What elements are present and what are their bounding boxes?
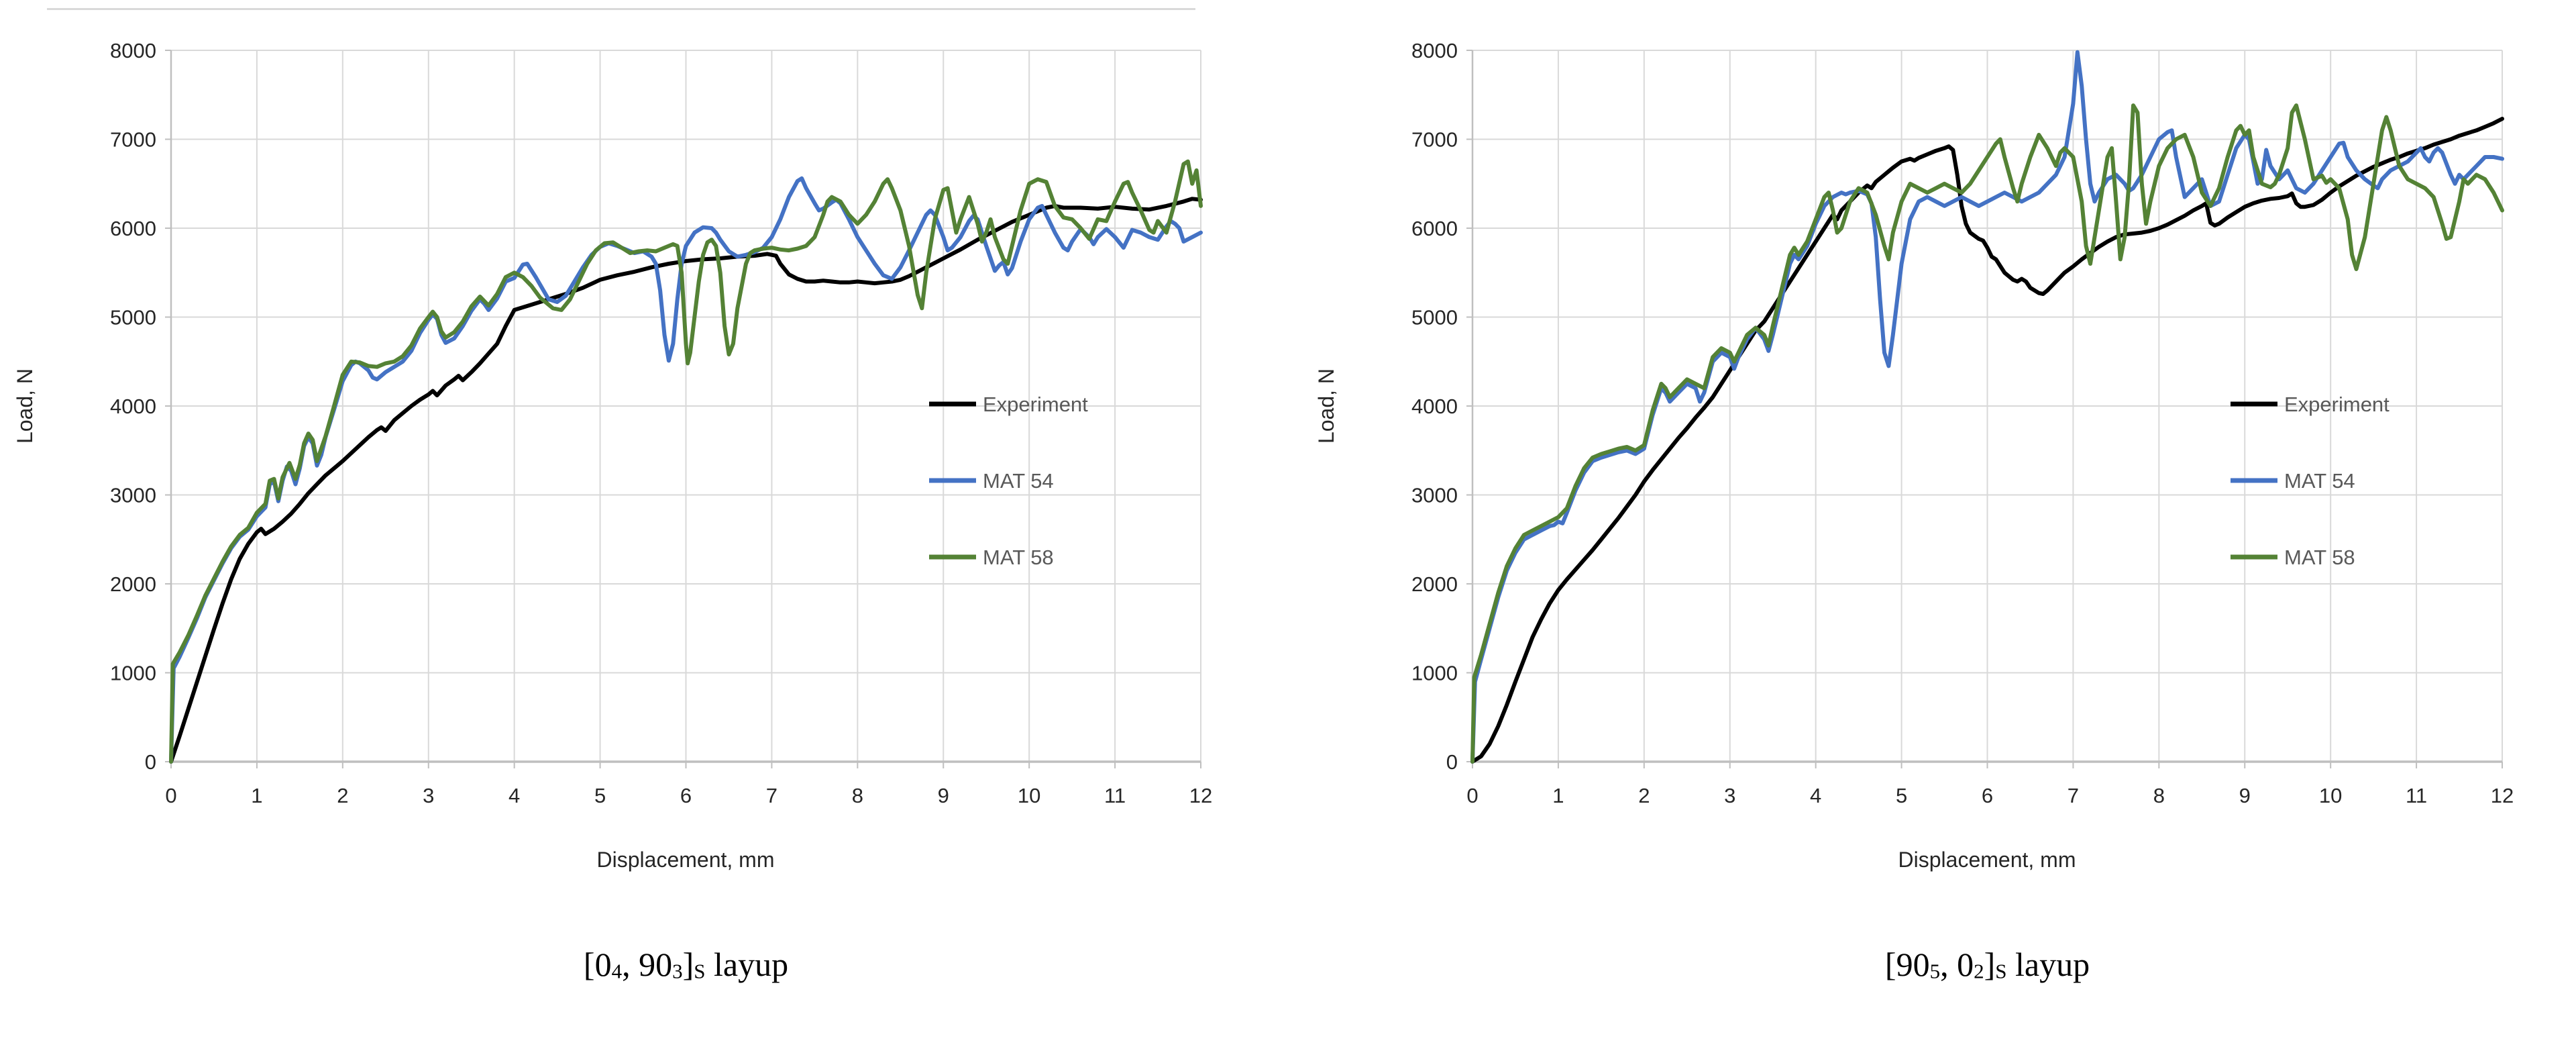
y-tick-label-2000: 2000: [110, 572, 156, 596]
x-tick-label-7: 7: [766, 784, 777, 807]
x-tick-label-7: 7: [2068, 784, 2079, 807]
x-tick-label-11: 11: [1104, 784, 1126, 807]
x-tick-label-6: 6: [680, 784, 692, 807]
right-chart-block: 0 1000 2000 3000 4000 5000 6000 7000 8000 0 1 2 3 4 5 6…: [1301, 0, 2576, 1061]
x-tick-label-9: 9: [938, 784, 949, 807]
x-tick-label-10: 10: [1018, 784, 1040, 807]
caption-text: ]: [1984, 946, 1996, 983]
x-tick-label-0: 0: [165, 784, 176, 807]
x-tick-label-12: 12: [2491, 784, 2514, 807]
caption-text: , 0: [1940, 946, 1974, 983]
x-tick-label-5: 5: [594, 784, 606, 807]
y-axis-title: Load, N: [13, 368, 37, 444]
x-tick-label-1: 1: [1552, 784, 1564, 807]
x-tick-label-4: 4: [1810, 784, 1821, 807]
right-chart-caption: [905, 02]S layup: [1472, 945, 2502, 984]
x-tick-label-4: 4: [508, 784, 520, 807]
caption-subscript: S: [1995, 959, 2007, 983]
x-tick-label-9: 9: [2239, 784, 2251, 807]
caption-text: [0: [583, 946, 612, 983]
y-tick-label-8000: 8000: [1411, 39, 1458, 62]
y-tick-label-0: 0: [1446, 750, 1458, 774]
legend-label-experiment: Experiment: [2284, 393, 2390, 416]
y-tick-label-3000: 3000: [110, 484, 156, 507]
series-line-mat-58: [169, 159, 1203, 764]
x-tick-label-11: 11: [2406, 784, 2427, 807]
caption-text: layup: [2006, 946, 2090, 983]
caption-subscript: 3: [672, 959, 683, 983]
y-tick-label-6000: 6000: [110, 217, 156, 240]
y-tick-label-8000: 8000: [110, 39, 156, 62]
series-line-experiment: [169, 197, 1203, 764]
legend-label-mat-58: MAT 58: [2284, 546, 2355, 569]
x-tick-label-5: 5: [1896, 784, 1907, 807]
y-tick-label-5000: 5000: [110, 306, 156, 330]
x-tick-label-6: 6: [1982, 784, 1993, 807]
x-tick-label-2: 2: [1638, 784, 1650, 807]
x-tick-label-12: 12: [1189, 784, 1212, 807]
x-tick-label-3: 3: [1724, 784, 1735, 807]
caption-text: layup: [705, 946, 789, 983]
x-tick-label-8: 8: [2153, 784, 2165, 807]
caption-subscript: 4: [611, 959, 623, 983]
caption-subscript: 2: [1974, 959, 1984, 983]
left-chart-caption: [04, 903]S layup: [171, 945, 1201, 984]
y-tick-label-4000: 4000: [110, 395, 156, 418]
x-axis-title: Displacement, mm: [597, 848, 775, 872]
legend-label-mat-54: MAT 54: [983, 469, 1054, 493]
caption-text: [90: [1884, 946, 1930, 983]
caption-subscript: 5: [1929, 959, 1941, 983]
y-tick-label-2000: 2000: [1411, 572, 1458, 596]
x-axis-title: Displacement, mm: [1898, 848, 2076, 872]
legend-label-experiment: Experiment: [983, 393, 1088, 416]
legend-label-mat-58: MAT 58: [983, 546, 1054, 569]
caption-text: ]: [682, 946, 694, 983]
y-tick-label-5000: 5000: [1411, 306, 1458, 330]
x-tick-label-0: 0: [1466, 784, 1478, 807]
top-rule-line: [47, 8, 1195, 10]
x-tick-label-10: 10: [2319, 784, 2342, 807]
y-axis-title: Load, N: [1314, 368, 1338, 444]
legend-label-mat-54: MAT 54: [2284, 469, 2355, 493]
left-chart-block: 0 1000 2000 3000 4000 5000 6000 7000 8000 0 1 2 3 4 5 6…: [0, 0, 1275, 1061]
y-tick-label-4000: 4000: [1411, 395, 1458, 418]
y-tick-label-1000: 1000: [110, 662, 156, 685]
caption-text: , 90: [622, 946, 673, 983]
x-tick-label-1: 1: [251, 784, 262, 807]
y-tick-label-1000: 1000: [1411, 662, 1458, 685]
y-tick-label-7000: 7000: [110, 128, 156, 152]
x-tick-label-8: 8: [852, 784, 863, 807]
y-tick-label-0: 0: [145, 750, 156, 774]
x-tick-label-3: 3: [423, 784, 434, 807]
y-tick-label-3000: 3000: [1411, 484, 1458, 507]
y-tick-label-6000: 6000: [1411, 217, 1458, 240]
series-line-experiment: [1470, 117, 2504, 764]
caption-subscript: S: [694, 959, 706, 983]
series-line-mat-58: [1470, 103, 2504, 764]
x-tick-label-2: 2: [337, 784, 348, 807]
y-tick-label-7000: 7000: [1411, 128, 1458, 152]
